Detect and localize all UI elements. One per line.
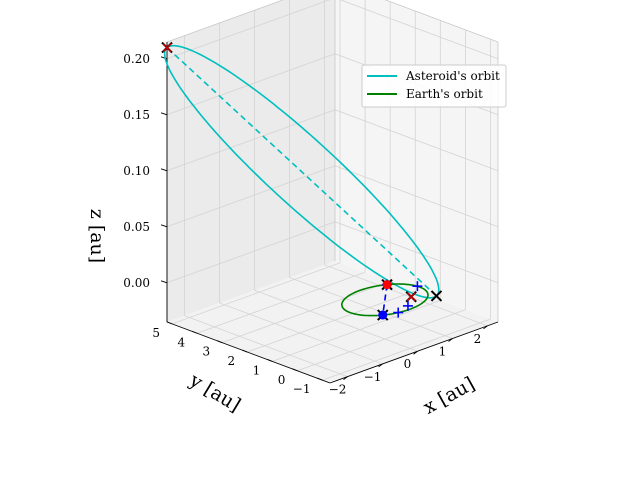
y-axis-label: y [au] xyxy=(185,369,244,417)
point-marker-plus xyxy=(402,300,413,311)
tick-mark xyxy=(242,349,248,353)
y-tick-label: 5 xyxy=(152,326,160,340)
point-marker-x xyxy=(430,290,443,302)
point-marker-circle xyxy=(382,280,392,290)
x-axis-label: x [au] xyxy=(420,373,479,419)
grid-y-floor xyxy=(247,290,416,353)
grid-x-floor xyxy=(219,302,383,365)
legend-frame xyxy=(361,64,507,108)
grid-z-side xyxy=(339,0,499,60)
x-tick-label: 1 xyxy=(439,345,447,359)
grid-z-back xyxy=(166,109,336,172)
point-marker-plus xyxy=(412,281,423,292)
y-tick-label: 4 xyxy=(177,335,185,349)
dashed-line xyxy=(166,47,438,297)
dashed-line xyxy=(381,284,388,316)
tick-mark xyxy=(191,330,198,334)
grid-y-floor xyxy=(196,271,366,334)
tick-mark xyxy=(160,112,168,116)
z-axis-label: z [au] xyxy=(86,209,108,263)
grid-z-back xyxy=(166,0,331,60)
tick-mark xyxy=(160,280,168,284)
grid-y-floor xyxy=(222,281,391,344)
pane-edge xyxy=(384,0,499,43)
back-pane-y xyxy=(167,0,335,322)
x-stroke xyxy=(430,290,443,302)
axis-panes xyxy=(167,0,498,383)
tick-mark xyxy=(413,350,418,355)
grid-z-back xyxy=(166,221,336,284)
grid-y-floor xyxy=(272,300,441,362)
grid-z-back xyxy=(166,165,336,228)
y-tick-label: 2 xyxy=(228,354,236,368)
point-marker-x xyxy=(406,292,416,302)
grid-x-floor xyxy=(254,289,418,352)
pane-edge xyxy=(166,0,284,43)
grid-z-side xyxy=(334,221,499,284)
tick-mark xyxy=(378,363,383,368)
z-tick-label: 0.10 xyxy=(123,164,150,178)
z-tick-label: 0.20 xyxy=(123,52,150,66)
tick-mark xyxy=(217,340,223,344)
legend-label-earth: Earth's orbit xyxy=(406,87,483,101)
x-stroke xyxy=(406,292,416,302)
tick-mark xyxy=(292,368,298,372)
point-marker-x xyxy=(162,43,172,53)
data-layer xyxy=(161,41,443,321)
grid-x-floor xyxy=(184,315,348,378)
y-tick-label: −1 xyxy=(293,382,311,396)
grid-y-floor xyxy=(297,309,466,372)
earth-orbit-line xyxy=(340,283,429,317)
x-stroke xyxy=(162,43,172,53)
point-marker-circle xyxy=(378,310,388,320)
tick-labels: −2 −1 0 1 2 −1 0 1 2 3 4 5 0.00 0.05 0.10 0.15 0.20 xyxy=(123,52,481,397)
tick-mark xyxy=(317,377,323,381)
legend-label-asteroid: Asteroid's orbit xyxy=(405,69,500,83)
tick-mark xyxy=(267,358,273,362)
y-tick-label: 0 xyxy=(278,373,286,387)
point-marker-plus xyxy=(393,307,404,318)
tick-mark xyxy=(160,224,168,228)
grid-z-side xyxy=(334,109,499,172)
grid-y-floor xyxy=(171,262,341,325)
grid-y-floor xyxy=(322,318,491,381)
grid-x-floor xyxy=(289,277,453,339)
tick-mark xyxy=(160,168,168,172)
z-tick-label: 0.15 xyxy=(123,108,150,122)
tick-mark xyxy=(166,321,173,325)
grid-x-floor xyxy=(324,264,488,327)
z-tick-label: 0.05 xyxy=(123,220,150,234)
x-tick-label: 2 xyxy=(474,332,482,346)
grid-z-side xyxy=(334,165,499,228)
x-axis-line xyxy=(329,321,499,384)
x-tick-label: 0 xyxy=(404,357,412,371)
z-tick-label: 0.00 xyxy=(123,276,150,290)
tick-mark xyxy=(343,376,348,381)
grid-z-back xyxy=(166,53,336,116)
y-tick-label: 1 xyxy=(253,363,261,377)
tick-mark xyxy=(483,325,488,330)
x-tick-label: −1 xyxy=(364,370,382,384)
y-tick-label: 3 xyxy=(203,345,211,359)
axis-lines xyxy=(160,42,499,384)
tick-mark xyxy=(448,338,453,342)
legend: Asteroid's orbit Earth's orbit xyxy=(361,64,507,108)
x-tick-label: −2 xyxy=(329,383,347,397)
